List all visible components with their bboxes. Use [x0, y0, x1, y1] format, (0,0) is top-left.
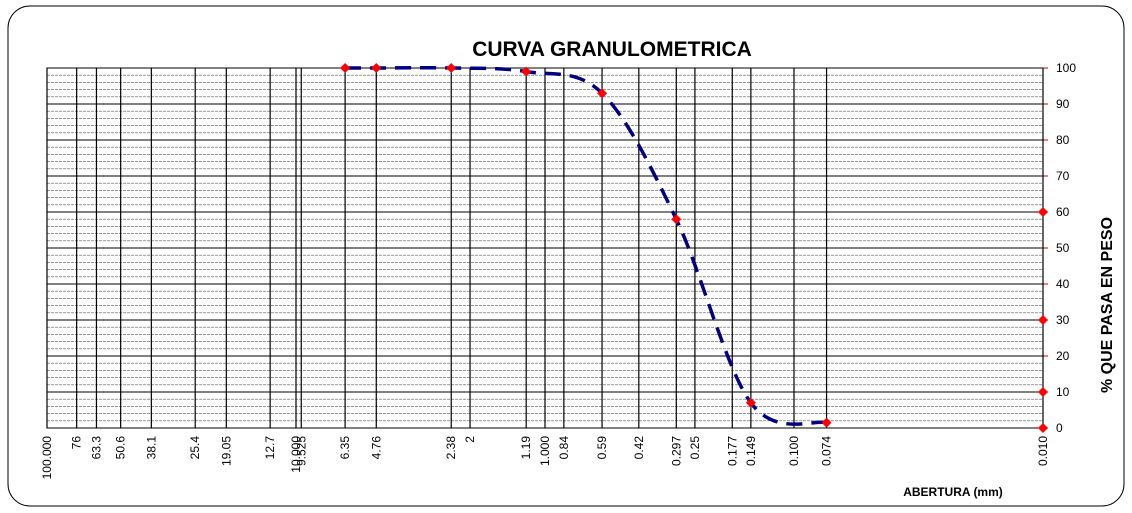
y-tick-label: 40 [1056, 277, 1070, 291]
marker [446, 63, 457, 73]
y-tick-label: 60 [1056, 205, 1070, 219]
x-tick-label: 0.100 [787, 436, 801, 466]
x-tick-label: 4.76 [369, 436, 383, 460]
y-tick-label: 100 [1056, 61, 1076, 75]
x-tick-label: 0.42 [632, 436, 646, 460]
marker [521, 66, 532, 77]
y-axis-label: % QUE PASA EN PESO [1099, 217, 1116, 393]
x-tick-label: 100.000 [40, 436, 54, 480]
chart-title: CURVA GRANULOMETRICA [472, 38, 752, 61]
y-tick-label: 80 [1056, 133, 1070, 147]
x-tick-label: 63.3 [89, 436, 103, 460]
x-axis-label: ABERTURA (mm) [903, 485, 1003, 499]
x-tick-label: 2 [463, 436, 477, 443]
y-tick-label: 50 [1056, 241, 1070, 255]
y-tick-label: 90 [1056, 97, 1070, 111]
x-tick-label: 0.074 [820, 436, 834, 466]
y-tick-label: 70 [1056, 169, 1070, 183]
y-tick-label: 10 [1056, 385, 1070, 399]
x-tick-label: 50.6 [114, 436, 128, 460]
x-tick-label: 19.05 [219, 436, 233, 466]
x-tick-label: 38.1 [144, 436, 158, 460]
x-tick-label: 6.35 [338, 436, 352, 460]
marker [671, 214, 682, 225]
marker [340, 63, 351, 73]
marker [745, 397, 756, 408]
x-tick-label: 0.149 [744, 436, 758, 466]
x-tick-label: 0.177 [725, 436, 739, 466]
marker [1038, 423, 1048, 433]
marker [597, 88, 608, 99]
x-tick-label: 9.525 [294, 436, 308, 466]
x-tick-label: 12.7 [263, 436, 277, 460]
marker [821, 417, 832, 428]
frame [7, 5, 1125, 507]
y-tick-label: 20 [1056, 349, 1070, 363]
marker [371, 63, 382, 73]
x-tick-label: 0.59 [595, 436, 609, 460]
marker [1038, 387, 1048, 397]
x-tick-label: 2.38 [444, 436, 458, 460]
x-tick-label: 0.84 [557, 436, 571, 460]
x-tick-label: 0.297 [669, 436, 683, 466]
curve [345, 65, 828, 426]
x-tick-label: 1.000 [538, 436, 552, 466]
x-tick-label: 10.000 [289, 436, 303, 473]
x-tick-label: 0.25 [688, 436, 702, 460]
x-tick-label: 76 [70, 436, 84, 450]
marker [1038, 315, 1048, 325]
y-tick-label: 0 [1056, 421, 1063, 435]
x-tick-label: 1.19 [519, 436, 533, 460]
y-tick-label: 30 [1056, 313, 1070, 327]
x-tick-label: 0.010 [1036, 436, 1050, 466]
x-tick-label: 25.4 [188, 436, 202, 460]
marker [1038, 207, 1048, 217]
